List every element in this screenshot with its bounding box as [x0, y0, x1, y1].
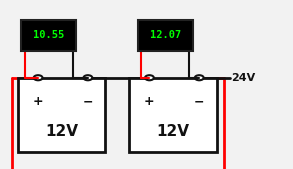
Circle shape: [145, 75, 154, 80]
Bar: [18, 78, 105, 152]
Text: 24V: 24V: [231, 73, 256, 83]
Text: 12.07: 12.07: [150, 30, 181, 41]
Text: +: +: [144, 95, 155, 108]
Circle shape: [84, 75, 92, 80]
Text: −: −: [194, 95, 205, 108]
Text: 12V: 12V: [45, 124, 78, 139]
Text: 12V: 12V: [156, 124, 189, 139]
Bar: [129, 78, 217, 152]
Bar: [21, 20, 76, 51]
Text: 10.55: 10.55: [33, 30, 64, 41]
Text: −: −: [83, 95, 93, 108]
Bar: [138, 20, 193, 51]
Text: +: +: [33, 95, 43, 108]
Circle shape: [34, 75, 42, 80]
Circle shape: [195, 75, 204, 80]
